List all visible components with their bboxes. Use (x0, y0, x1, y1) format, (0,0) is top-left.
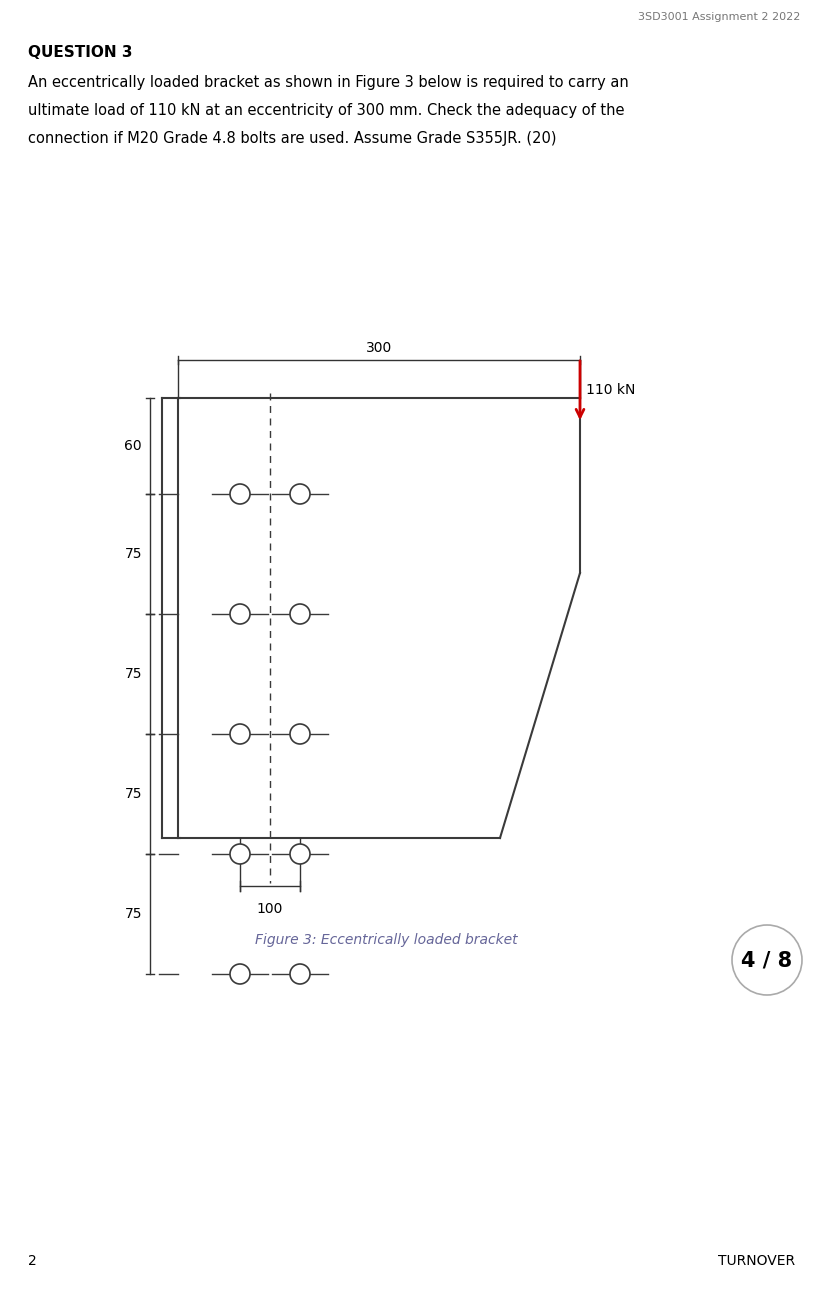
Text: 60: 60 (124, 440, 142, 452)
Circle shape (290, 964, 310, 984)
Text: TURNOVER: TURNOVER (717, 1254, 794, 1268)
Circle shape (229, 483, 250, 504)
Circle shape (229, 724, 250, 744)
Circle shape (229, 605, 250, 624)
Text: Figure 3: Eccentrically loaded bracket: Figure 3: Eccentrically loaded bracket (255, 933, 517, 947)
Text: 110 kN: 110 kN (586, 384, 635, 397)
Circle shape (229, 844, 250, 864)
Circle shape (229, 964, 250, 984)
Text: 75: 75 (124, 666, 142, 681)
Text: ultimate load of 110 kN at an eccentricity of 300 mm. Check the adequacy of the: ultimate load of 110 kN at an eccentrici… (28, 103, 624, 119)
Circle shape (290, 724, 310, 744)
Text: 300: 300 (365, 342, 391, 354)
Text: connection if M20 Grade 4.8 bolts are used. Assume Grade S355JR. (20): connection if M20 Grade 4.8 bolts are us… (28, 131, 556, 146)
Circle shape (290, 483, 310, 504)
Text: 100: 100 (256, 902, 283, 916)
Text: 75: 75 (124, 547, 142, 561)
Text: 2: 2 (28, 1254, 37, 1268)
Text: 3SD3001 Assignment 2 2022: 3SD3001 Assignment 2 2022 (637, 12, 799, 22)
Circle shape (731, 926, 801, 995)
Circle shape (290, 605, 310, 624)
Text: QUESTION 3: QUESTION 3 (28, 45, 133, 61)
Text: 4 / 8: 4 / 8 (740, 950, 792, 971)
Text: 75: 75 (124, 907, 142, 922)
Text: 75: 75 (124, 788, 142, 800)
Text: An eccentrically loaded bracket as shown in Figure 3 below is required to carry : An eccentrically loaded bracket as shown… (28, 75, 628, 90)
Circle shape (290, 844, 310, 864)
